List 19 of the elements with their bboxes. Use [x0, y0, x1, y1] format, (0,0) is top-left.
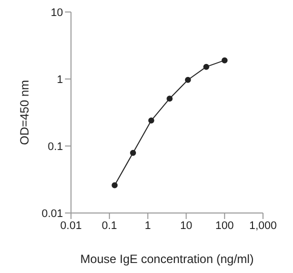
x-axis-title: Mouse IgE concentration (ng/ml) [80, 252, 254, 266]
x-tick-label: 0.01 [60, 220, 82, 232]
x-tick-label: 100 [215, 220, 234, 232]
x-tick-label: 1 [144, 220, 151, 232]
point [222, 57, 228, 64]
y-tick-label: 10 [50, 6, 63, 19]
y-tick-label: 0.1 [48, 140, 63, 153]
point [112, 182, 118, 188]
y-tick-label: 0.01 [42, 208, 63, 220]
point [130, 150, 136, 156]
point [203, 64, 210, 70]
y-tick-label: 1 [56, 74, 63, 86]
point [166, 96, 173, 102]
point [148, 118, 154, 124]
x-tick-label: 10 [180, 220, 192, 232]
x-tick-label: 0.1 [102, 220, 118, 232]
y-axis-title: OD=450 nm [17, 80, 32, 146]
point [184, 76, 191, 83]
x-tick-label: 1,000 [249, 220, 277, 232]
